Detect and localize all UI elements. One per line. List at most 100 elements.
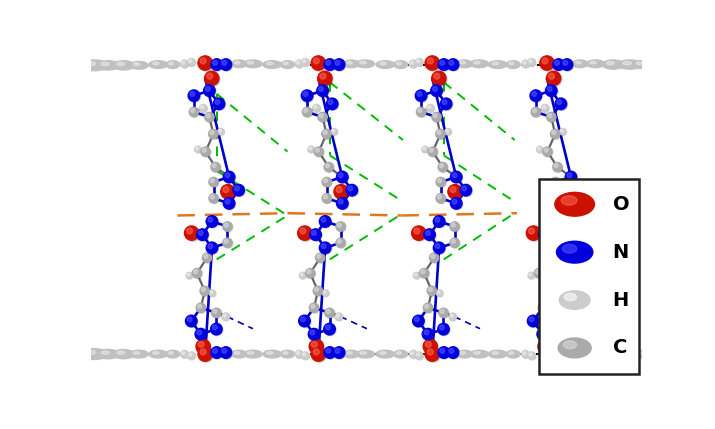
Circle shape	[410, 351, 413, 354]
Ellipse shape	[152, 62, 159, 65]
Circle shape	[522, 350, 529, 358]
Circle shape	[435, 218, 440, 222]
Ellipse shape	[470, 60, 488, 68]
Circle shape	[300, 272, 305, 279]
Circle shape	[528, 273, 535, 279]
Circle shape	[312, 104, 320, 112]
Circle shape	[300, 273, 306, 279]
Ellipse shape	[488, 350, 507, 358]
Circle shape	[523, 61, 526, 64]
Circle shape	[197, 304, 206, 313]
Circle shape	[528, 228, 535, 234]
Circle shape	[413, 316, 425, 328]
Circle shape	[302, 60, 306, 63]
Circle shape	[302, 352, 309, 360]
Circle shape	[539, 340, 553, 355]
Circle shape	[321, 244, 326, 248]
Circle shape	[324, 347, 335, 358]
Circle shape	[536, 270, 540, 274]
Circle shape	[566, 223, 570, 227]
Circle shape	[198, 56, 212, 70]
Circle shape	[565, 222, 574, 231]
Circle shape	[409, 350, 417, 358]
Circle shape	[532, 91, 536, 97]
Circle shape	[233, 184, 245, 196]
Circle shape	[187, 317, 192, 322]
Circle shape	[554, 164, 558, 168]
Circle shape	[529, 353, 532, 356]
Circle shape	[194, 146, 201, 153]
Circle shape	[430, 253, 439, 263]
Circle shape	[450, 238, 459, 248]
Circle shape	[210, 291, 213, 293]
Circle shape	[212, 60, 223, 71]
Circle shape	[452, 199, 457, 204]
Circle shape	[428, 349, 433, 355]
Circle shape	[522, 60, 530, 68]
Ellipse shape	[360, 61, 366, 64]
Circle shape	[234, 185, 245, 197]
Circle shape	[311, 305, 315, 308]
Ellipse shape	[470, 350, 488, 358]
Ellipse shape	[244, 60, 262, 68]
Circle shape	[532, 108, 541, 118]
Circle shape	[334, 347, 346, 359]
Circle shape	[207, 73, 213, 79]
Circle shape	[181, 60, 189, 68]
Circle shape	[553, 163, 562, 172]
Ellipse shape	[573, 350, 588, 358]
Circle shape	[218, 129, 225, 135]
Circle shape	[565, 171, 577, 183]
Circle shape	[563, 348, 568, 353]
Circle shape	[315, 148, 324, 157]
Circle shape	[553, 60, 565, 71]
Circle shape	[560, 129, 566, 135]
Ellipse shape	[344, 350, 359, 358]
Circle shape	[551, 129, 560, 139]
Circle shape	[317, 254, 321, 258]
Circle shape	[326, 348, 330, 353]
Circle shape	[560, 128, 566, 135]
Circle shape	[209, 178, 219, 187]
Circle shape	[325, 325, 330, 330]
Circle shape	[430, 148, 433, 152]
Circle shape	[300, 317, 305, 322]
Circle shape	[320, 114, 323, 118]
Circle shape	[423, 339, 438, 353]
Circle shape	[323, 291, 326, 293]
Circle shape	[561, 59, 573, 70]
Circle shape	[432, 71, 446, 85]
Circle shape	[433, 242, 445, 254]
Circle shape	[555, 60, 559, 65]
Circle shape	[212, 308, 221, 317]
Circle shape	[196, 339, 210, 353]
Circle shape	[555, 348, 559, 353]
Ellipse shape	[633, 61, 649, 68]
Circle shape	[203, 254, 212, 263]
Circle shape	[550, 218, 555, 222]
Circle shape	[434, 243, 445, 254]
Circle shape	[563, 60, 568, 65]
Circle shape	[337, 171, 348, 183]
Ellipse shape	[280, 350, 295, 358]
Circle shape	[204, 85, 215, 97]
Circle shape	[425, 347, 440, 361]
Circle shape	[539, 230, 551, 241]
Circle shape	[417, 353, 420, 356]
Ellipse shape	[586, 60, 605, 68]
Circle shape	[542, 286, 551, 296]
Circle shape	[551, 178, 561, 187]
Circle shape	[185, 315, 197, 327]
Circle shape	[187, 273, 193, 279]
Circle shape	[425, 56, 440, 70]
Ellipse shape	[376, 350, 395, 358]
Circle shape	[531, 91, 543, 103]
Ellipse shape	[134, 352, 140, 354]
Circle shape	[315, 148, 320, 152]
Circle shape	[337, 199, 349, 210]
Circle shape	[424, 330, 429, 335]
Circle shape	[326, 98, 338, 110]
Circle shape	[332, 130, 335, 132]
Circle shape	[325, 163, 334, 172]
Ellipse shape	[506, 61, 520, 68]
